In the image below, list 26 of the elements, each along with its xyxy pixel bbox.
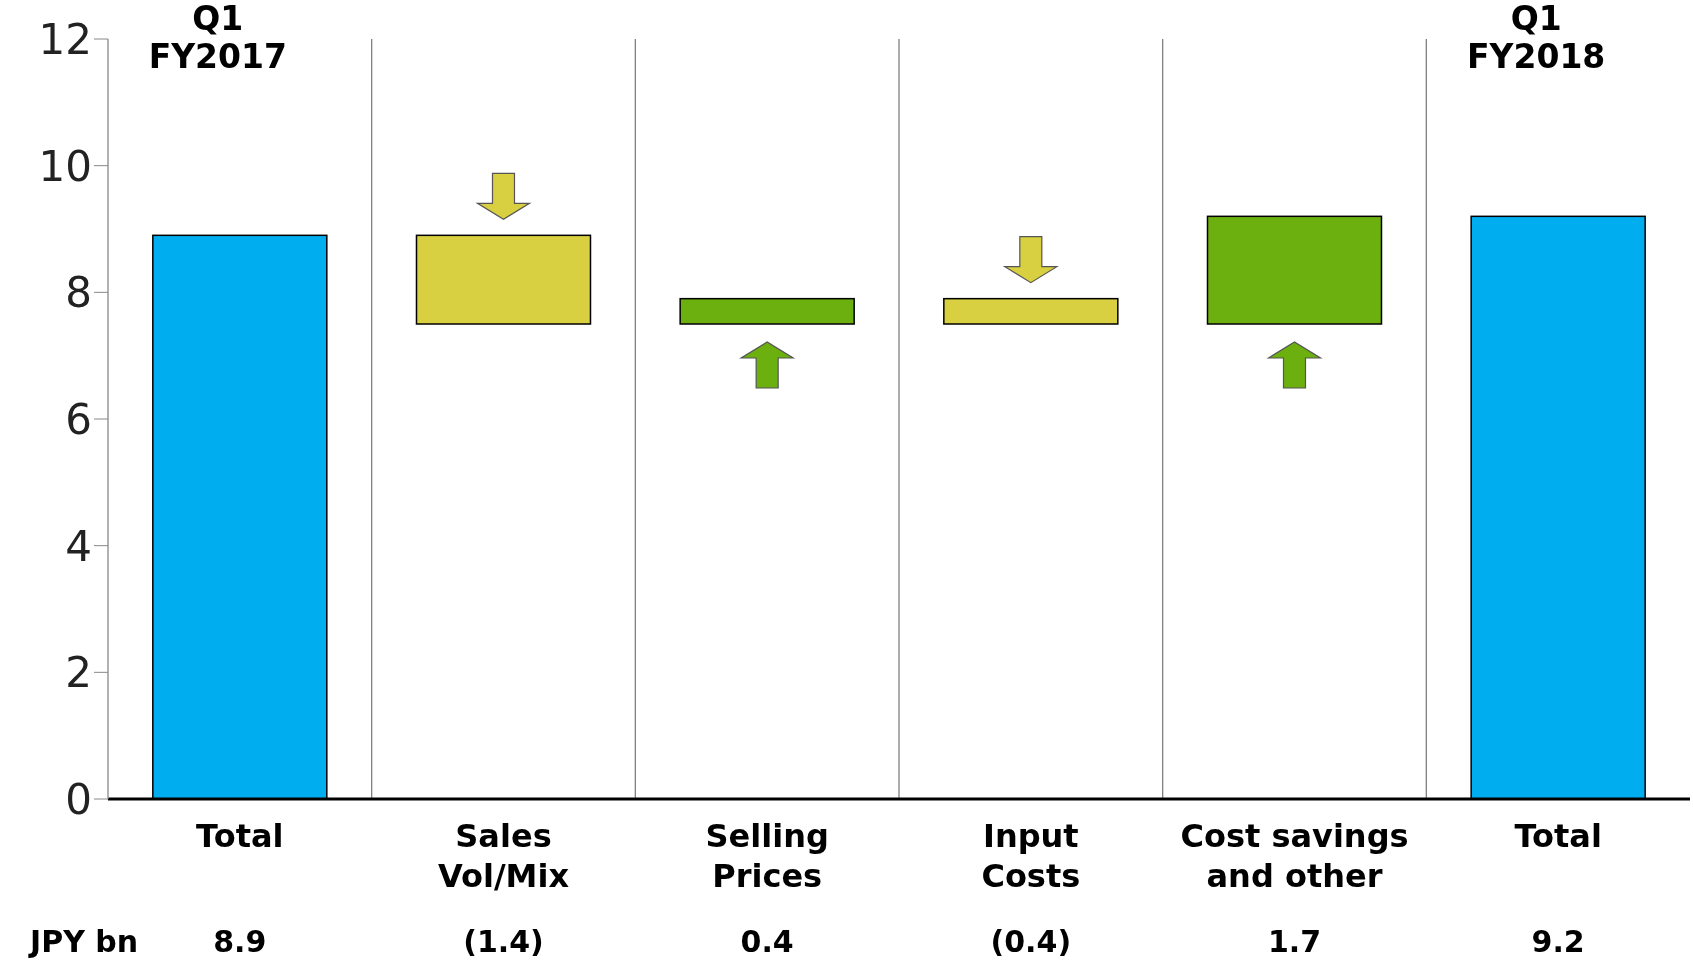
- x-tick-label: Total: [196, 817, 284, 855]
- y-tick-label: 6: [65, 394, 92, 444]
- x-tick-label: Cost savings and other: [1180, 817, 1409, 895]
- data-label: (1.4): [463, 924, 544, 959]
- bar: [679, 297, 855, 325]
- x-tick-label: Selling Prices: [705, 817, 829, 895]
- bar: [1206, 215, 1383, 325]
- data-label: 1.7: [1267, 924, 1322, 959]
- y-tick-label: 0: [65, 774, 92, 824]
- data-label: (0.4): [990, 924, 1072, 959]
- x-tick-label: Total: [1514, 817, 1602, 855]
- y-tick-label: 2: [65, 648, 92, 698]
- bar: [943, 297, 1119, 325]
- data-label: 8.9: [213, 924, 267, 959]
- y-tick-label: 4: [65, 521, 92, 571]
- data-label: 9.2: [1531, 924, 1585, 959]
- y-tick-label: 12: [38, 14, 92, 64]
- annotation: Q1 FY2018: [1467, 0, 1606, 76]
- data-label: 0.4: [740, 924, 794, 959]
- annotation: Q1 FY2017: [148, 0, 287, 76]
- y-tick-label: 10: [38, 141, 92, 191]
- y-axis-title: JPY bn: [28, 924, 139, 959]
- y-tick-label: 8: [65, 268, 92, 318]
- x-tick-label: Input Costs: [981, 817, 1081, 895]
- bar: [415, 234, 592, 325]
- x-tick-label: Sales Vol/Mix: [437, 817, 570, 895]
